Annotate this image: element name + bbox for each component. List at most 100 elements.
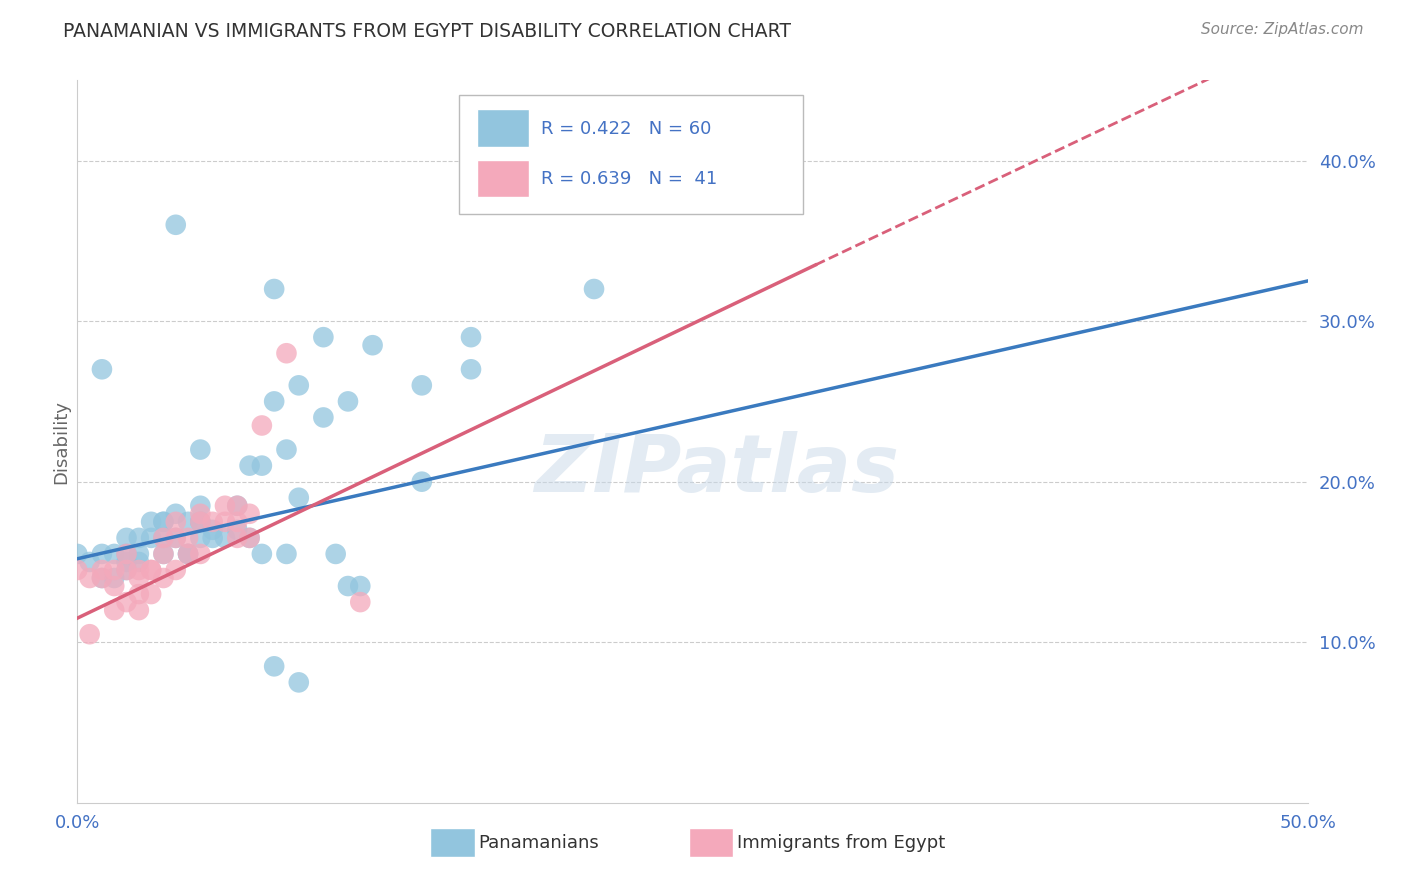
Point <box>288 491 311 505</box>
Text: ZIPatlas: ZIPatlas <box>534 432 900 509</box>
Point <box>177 531 200 545</box>
Point <box>115 563 138 577</box>
Point <box>90 571 114 585</box>
Text: Source: ZipAtlas.com: Source: ZipAtlas.com <box>1201 22 1364 37</box>
Point <box>349 595 371 609</box>
Point <box>103 579 125 593</box>
Point <box>79 555 101 569</box>
Point <box>90 563 114 577</box>
Point <box>141 515 163 529</box>
Point <box>152 547 174 561</box>
Point <box>226 499 249 513</box>
Point <box>128 547 150 561</box>
Point <box>188 515 212 529</box>
Point <box>276 547 298 561</box>
Text: R = 0.639   N =  41: R = 0.639 N = 41 <box>541 170 717 188</box>
FancyBboxPatch shape <box>477 160 529 197</box>
Point <box>128 531 150 545</box>
Point <box>188 499 212 513</box>
Point <box>152 571 174 585</box>
Point <box>188 507 212 521</box>
Point <box>90 362 114 376</box>
Point <box>349 579 371 593</box>
Point <box>263 282 285 296</box>
Point <box>583 282 606 296</box>
Point <box>239 507 262 521</box>
Point <box>411 475 433 489</box>
Point <box>188 442 212 457</box>
Point <box>103 603 125 617</box>
Point <box>188 515 212 529</box>
Point <box>239 531 262 545</box>
Point <box>115 563 138 577</box>
Point <box>188 515 212 529</box>
Point <box>239 458 262 473</box>
Point <box>165 563 187 577</box>
Point <box>288 378 311 392</box>
Point <box>165 531 187 545</box>
Point <box>115 531 138 545</box>
Point <box>66 547 89 561</box>
Point <box>226 515 249 529</box>
Point <box>115 595 138 609</box>
Point <box>152 547 174 561</box>
Point <box>188 547 212 561</box>
Point <box>263 394 285 409</box>
Point <box>250 547 273 561</box>
FancyBboxPatch shape <box>458 95 803 214</box>
Point <box>103 547 125 561</box>
Point <box>485 186 508 200</box>
Text: Panamanians: Panamanians <box>478 833 599 852</box>
FancyBboxPatch shape <box>430 828 475 857</box>
Point <box>66 563 89 577</box>
Point <box>79 571 101 585</box>
Point <box>460 362 482 376</box>
Point <box>239 531 262 545</box>
Point <box>141 563 163 577</box>
Point <box>152 531 174 545</box>
Text: Immigrants from Egypt: Immigrants from Egypt <box>737 833 945 852</box>
Point <box>312 410 335 425</box>
Point <box>214 499 236 513</box>
Point <box>177 547 200 561</box>
Point <box>128 603 150 617</box>
Point <box>152 531 174 545</box>
Point <box>214 515 236 529</box>
Y-axis label: Disability: Disability <box>52 400 70 483</box>
Point <box>250 458 273 473</box>
Point <box>128 571 150 585</box>
Point <box>226 531 249 545</box>
Point <box>288 675 311 690</box>
Point <box>177 547 200 561</box>
Point <box>276 442 298 457</box>
Point <box>141 587 163 601</box>
Point <box>128 555 150 569</box>
Point <box>337 579 360 593</box>
Point <box>165 507 187 521</box>
Point <box>201 515 224 529</box>
Point <box>325 547 347 561</box>
Point <box>152 515 174 529</box>
Point <box>460 330 482 344</box>
Point <box>276 346 298 360</box>
Point <box>337 394 360 409</box>
Point <box>103 571 125 585</box>
Point <box>177 547 200 561</box>
Point <box>128 587 150 601</box>
Point <box>103 563 125 577</box>
Point <box>263 659 285 673</box>
Point <box>226 499 249 513</box>
Point <box>361 338 384 352</box>
Point <box>188 531 212 545</box>
Point <box>90 571 114 585</box>
FancyBboxPatch shape <box>477 109 529 147</box>
Point <box>115 547 138 561</box>
Point <box>90 547 114 561</box>
Point <box>115 555 138 569</box>
Point <box>79 627 101 641</box>
Point <box>250 418 273 433</box>
Point <box>312 330 335 344</box>
Point <box>165 531 187 545</box>
Point <box>141 531 163 545</box>
Point <box>141 563 163 577</box>
